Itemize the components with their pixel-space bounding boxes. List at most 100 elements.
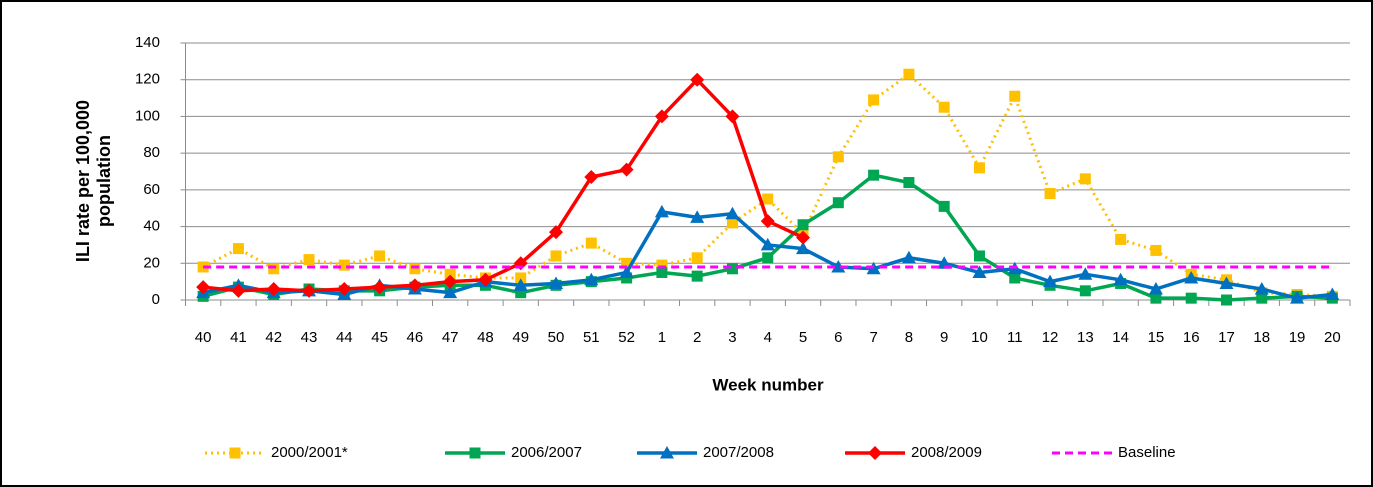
x-tick-label: 5 xyxy=(799,329,807,346)
marker xyxy=(621,272,633,284)
x-tick-label: 50 xyxy=(548,329,565,346)
marker xyxy=(725,206,740,220)
marker xyxy=(619,265,634,278)
y-tick-label: 20 xyxy=(143,254,160,271)
y-tick-label: 120 xyxy=(135,71,160,88)
legend-label: 2007/2008 xyxy=(703,444,774,461)
marker xyxy=(409,263,421,275)
marker xyxy=(232,243,244,255)
x-tick-label: 44 xyxy=(336,329,353,346)
marker xyxy=(1290,291,1305,304)
x-tick-label: 8 xyxy=(905,329,913,346)
legend-label: 2008/2009 xyxy=(911,444,982,461)
y-tick-label: 80 xyxy=(143,144,160,161)
marker xyxy=(796,230,811,245)
marker xyxy=(231,283,246,298)
marker xyxy=(1079,285,1091,297)
marker xyxy=(513,278,528,291)
marker xyxy=(832,197,844,209)
marker xyxy=(1184,270,1199,284)
x-tick-label: 41 xyxy=(230,329,247,346)
marker xyxy=(1043,274,1058,288)
marker xyxy=(1079,173,1091,185)
marker xyxy=(619,162,634,177)
marker xyxy=(656,259,668,271)
marker xyxy=(266,281,281,296)
marker xyxy=(760,237,775,251)
legend-label: Baseline xyxy=(1118,444,1176,461)
marker xyxy=(1044,188,1056,200)
marker xyxy=(654,109,669,124)
marker xyxy=(1219,276,1234,289)
x-tick-label: 45 xyxy=(371,329,388,346)
marker xyxy=(621,257,633,269)
x-tick-label: 16 xyxy=(1183,329,1200,346)
marker xyxy=(549,276,564,289)
marker xyxy=(903,68,915,80)
marker xyxy=(1009,90,1021,102)
marker xyxy=(585,237,597,249)
x-tick-label: 17 xyxy=(1218,329,1235,346)
x-tick-label: 12 xyxy=(1042,329,1059,346)
marker xyxy=(831,259,846,273)
marker xyxy=(760,214,775,229)
x-tick-label: 13 xyxy=(1077,329,1094,346)
marker xyxy=(938,101,950,113)
x-tick-label: 7 xyxy=(869,329,877,346)
marker xyxy=(374,250,386,262)
marker xyxy=(654,204,669,218)
marker xyxy=(550,250,562,262)
x-tick-label: 3 xyxy=(728,329,736,346)
marker xyxy=(762,252,774,264)
marker xyxy=(797,219,809,231)
marker xyxy=(796,241,811,255)
marker xyxy=(868,446,882,460)
marker xyxy=(938,200,950,212)
marker xyxy=(726,217,738,229)
marker xyxy=(973,162,985,174)
legend-item: Baseline xyxy=(1052,444,1176,461)
marker xyxy=(268,263,280,275)
marker xyxy=(515,272,527,284)
x-tick-label: 48 xyxy=(477,329,494,346)
marker xyxy=(1150,292,1162,304)
marker xyxy=(690,72,705,87)
marker xyxy=(549,225,564,240)
marker xyxy=(868,94,880,106)
x-tick-label: 43 xyxy=(301,329,318,346)
x-tick-label: 2 xyxy=(693,329,701,346)
legend-item: 2006/2007 xyxy=(445,444,582,461)
legend-item: 2000/2001* xyxy=(205,444,348,461)
marker xyxy=(372,280,387,295)
y-axis-label: ILI rate per 100,000 population xyxy=(73,99,114,263)
legend-item: 2008/2009 xyxy=(845,444,982,461)
marker xyxy=(469,447,481,459)
x-tick-label: 18 xyxy=(1253,329,1270,346)
marker xyxy=(443,285,458,299)
x-tick-label: 49 xyxy=(512,329,529,346)
marker xyxy=(1113,272,1128,286)
series-line xyxy=(202,72,1333,298)
y-tick-label: 140 xyxy=(135,34,160,51)
marker xyxy=(1220,294,1232,306)
marker xyxy=(302,283,317,298)
x-tick-label: 40 xyxy=(195,329,212,346)
marker xyxy=(444,268,456,280)
marker xyxy=(407,278,422,293)
marker xyxy=(196,280,211,295)
marker xyxy=(229,447,241,459)
x-tick-label: 20 xyxy=(1324,329,1341,346)
x-tick-label: 47 xyxy=(442,329,459,346)
x-tick-label: 42 xyxy=(265,329,282,346)
marker xyxy=(303,254,315,266)
legend-item: 2007/2008 xyxy=(637,444,774,461)
marker xyxy=(584,272,599,286)
x-tick-label: 46 xyxy=(407,329,424,346)
marker xyxy=(903,177,915,189)
y-tick-label: 0 xyxy=(152,291,160,308)
y-tick-label: 40 xyxy=(143,218,160,235)
marker xyxy=(691,252,703,264)
